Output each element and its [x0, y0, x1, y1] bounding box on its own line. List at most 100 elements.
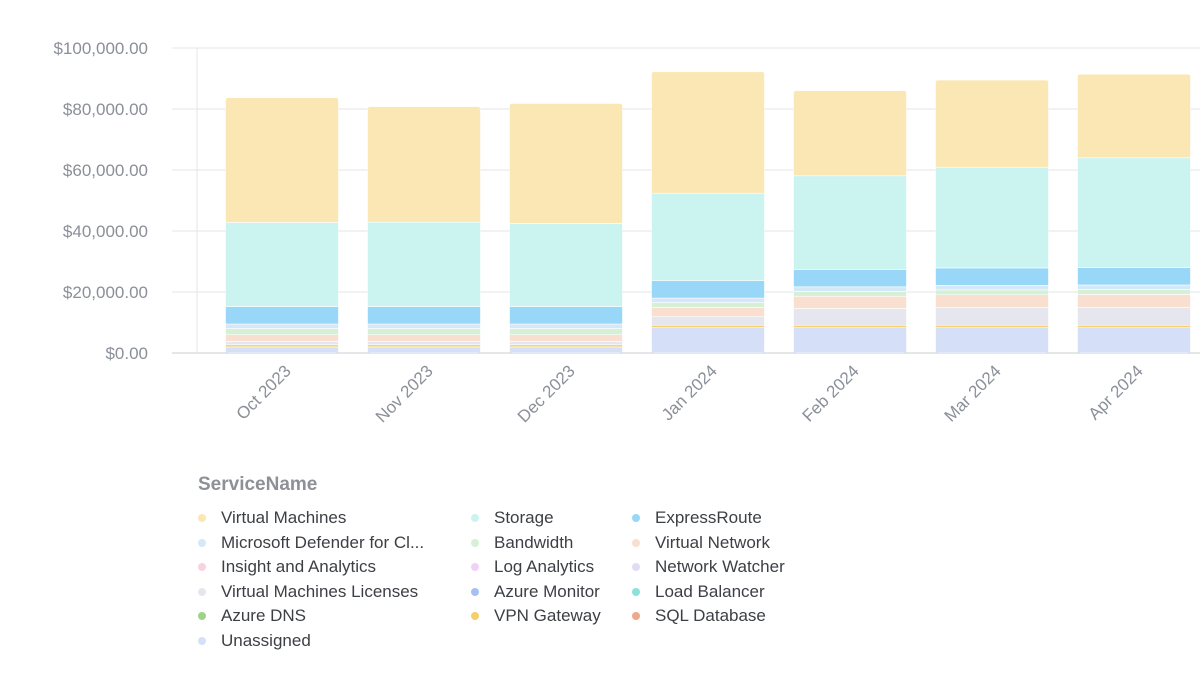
bar-stack[interactable] [1077, 74, 1191, 353]
bar-segment[interactable] [1077, 284, 1191, 290]
legend-label: Network Watcher [655, 557, 785, 577]
bar-segment[interactable] [793, 291, 907, 297]
bar-segment[interactable] [935, 294, 1049, 308]
y-tick-label: $80,000.00 [63, 100, 148, 119]
bar-segment[interactable] [793, 286, 907, 292]
bar-stack[interactable] [651, 71, 765, 353]
bar-segment[interactable] [509, 306, 623, 325]
bar-segment[interactable] [225, 346, 339, 353]
bar-segment[interactable] [1077, 324, 1191, 328]
bar-segment[interactable] [225, 222, 339, 307]
bar-segment[interactable] [509, 328, 623, 336]
legend-swatch [198, 538, 206, 547]
bar-segment[interactable] [935, 284, 1049, 291]
bar-segment[interactable] [651, 297, 765, 303]
y-tick-label: $100,000.00 [53, 39, 148, 58]
bar-segment[interactable] [1077, 294, 1191, 308]
legend-item[interactable]: Log Analytics [471, 557, 632, 578]
bar-segment[interactable] [509, 103, 623, 224]
legend-item[interactable]: Load Balancer [632, 582, 832, 603]
bar-segment[interactable] [225, 97, 339, 223]
bar-segment[interactable] [509, 346, 623, 354]
bar-segment[interactable] [793, 324, 907, 328]
bar-segment[interactable] [793, 175, 907, 270]
bar-segment[interactable] [793, 295, 907, 309]
legend-item[interactable]: Storage [471, 508, 632, 529]
bar-segment[interactable] [367, 106, 481, 223]
legend-item[interactable]: Azure Monitor [471, 582, 632, 603]
y-tick-label: $0.00 [105, 344, 148, 363]
bar-segment[interactable] [793, 269, 907, 288]
bar-segment[interactable] [793, 308, 907, 326]
legend-item[interactable]: VPN Gateway [471, 606, 632, 627]
legend-item[interactable]: Virtual Machines [198, 508, 471, 529]
legend-item[interactable]: Virtual Machines Licenses [198, 582, 471, 603]
bar-stack[interactable] [793, 90, 907, 353]
legend-item[interactable]: Network Watcher [632, 557, 832, 578]
bar-segment[interactable] [651, 280, 765, 299]
legend-item[interactable]: Insight and Analytics [198, 557, 471, 578]
bar-segment[interactable] [225, 344, 339, 348]
legend-item[interactable]: ExpressRoute [632, 508, 832, 529]
bar-segment[interactable] [367, 328, 481, 336]
bar-segment[interactable] [651, 302, 765, 308]
legend-label: Microsoft Defender for Cl... [221, 532, 425, 552]
bar-segment[interactable] [1077, 74, 1191, 159]
bar-segment[interactable] [651, 316, 765, 326]
bar-segment[interactable] [509, 344, 623, 348]
bar-segment[interactable] [1077, 289, 1191, 295]
x-tick-label: Nov 2023 [372, 361, 437, 426]
legend-label: Insight and Analytics [221, 557, 376, 577]
bar-segment[interactable] [935, 327, 1049, 354]
bar-segment[interactable] [509, 334, 623, 342]
legend-item[interactable]: SQL Database [632, 606, 832, 627]
bar-segment[interactable] [935, 289, 1049, 296]
legend-item[interactable]: Unassigned [198, 631, 471, 652]
bar-stack[interactable] [509, 103, 623, 354]
bar-segment[interactable] [935, 80, 1049, 168]
bar-segment[interactable] [651, 71, 765, 194]
bar-segment[interactable] [1077, 157, 1191, 268]
legend-item[interactable]: Microsoft Defender for Cl... [198, 533, 471, 554]
bar-segment[interactable] [651, 324, 765, 328]
bar-segment[interactable] [367, 323, 481, 329]
legend-label: Virtual Machines Licenses [221, 581, 419, 601]
bar-segment[interactable] [651, 327, 765, 353]
legend-item[interactable]: Azure DNS [198, 606, 471, 627]
legend-label: Virtual Machines [221, 508, 347, 528]
bar-segment[interactable] [367, 341, 481, 346]
bar-segment[interactable] [225, 341, 339, 346]
bar-segment[interactable] [225, 328, 339, 336]
x-axis-tick-labels: Oct 2023 Nov 2023 Dec 2023 Jan 2024 Feb 2024… [233, 361, 1147, 426]
bar-segment[interactable] [367, 221, 481, 307]
bar-stack[interactable] [935, 80, 1049, 354]
bar-segment[interactable] [651, 307, 765, 318]
legend-swatch [471, 563, 479, 572]
bar-segment[interactable] [509, 323, 623, 329]
bar-segment[interactable] [225, 334, 339, 342]
bar-segment[interactable] [1077, 307, 1191, 326]
bar-segment[interactable] [367, 306, 481, 325]
bar-segment[interactable] [509, 223, 623, 307]
bar-segment[interactable] [1077, 327, 1191, 353]
bar-segment[interactable] [1077, 267, 1191, 286]
bar-stack[interactable] [367, 106, 481, 353]
legend-item[interactable]: Bandwidth [471, 533, 632, 554]
bar-segment[interactable] [793, 327, 907, 353]
bar-segment[interactable] [935, 267, 1049, 286]
legend-label: Storage [494, 508, 554, 528]
bar-segment[interactable] [935, 307, 1049, 326]
bar-segment[interactable] [225, 306, 339, 325]
bar-segment[interactable] [367, 344, 481, 348]
bar-segment[interactable] [225, 323, 339, 329]
bar-stack[interactable] [225, 97, 339, 353]
bar-segment[interactable] [367, 346, 481, 353]
bar-segment[interactable] [935, 324, 1049, 328]
legend-swatch [198, 514, 206, 523]
legend-item[interactable]: Virtual Network [632, 533, 832, 554]
bar-segment[interactable] [509, 341, 623, 346]
bar-segment[interactable] [793, 90, 907, 177]
bar-segment[interactable] [935, 166, 1049, 269]
bar-segment[interactable] [651, 192, 765, 282]
bar-segment[interactable] [367, 334, 481, 342]
